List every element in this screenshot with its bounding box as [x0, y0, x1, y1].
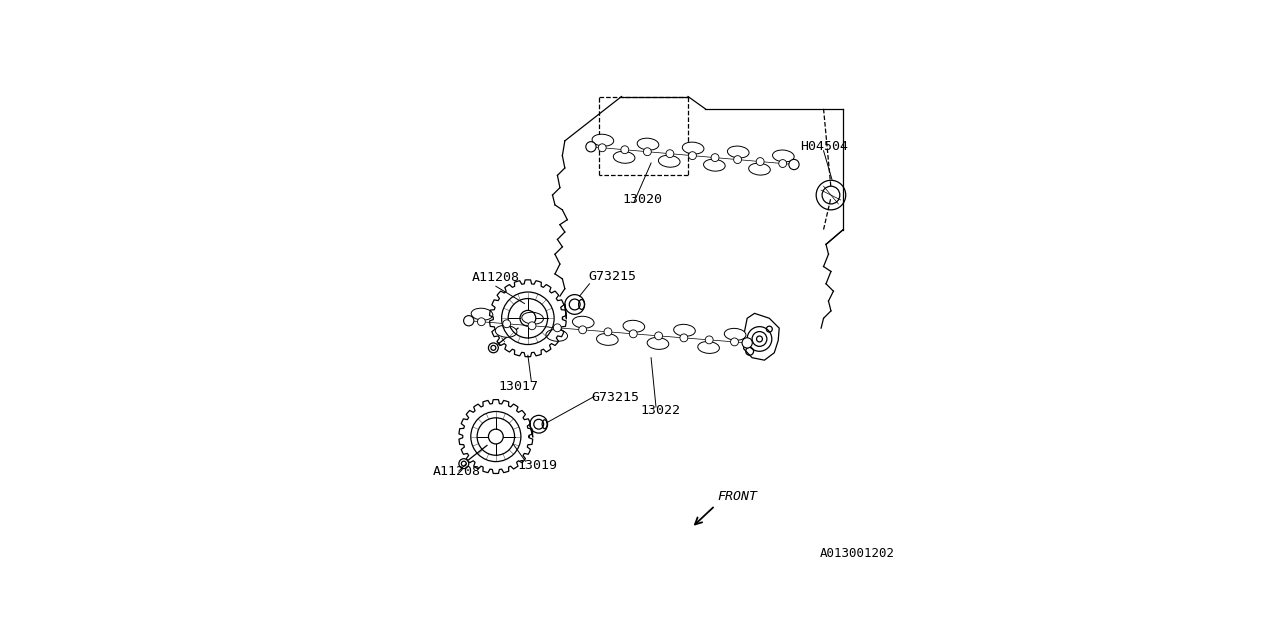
Ellipse shape [495, 325, 517, 337]
Circle shape [742, 338, 753, 348]
Ellipse shape [545, 330, 567, 341]
Circle shape [654, 332, 663, 340]
Circle shape [630, 330, 637, 338]
Text: H04504: H04504 [800, 140, 849, 153]
Circle shape [621, 146, 628, 154]
Ellipse shape [724, 328, 746, 340]
Circle shape [756, 157, 764, 166]
Circle shape [586, 141, 596, 152]
Text: A11208: A11208 [472, 271, 520, 284]
Text: A013001202: A013001202 [820, 547, 895, 560]
Text: 13022: 13022 [640, 404, 680, 417]
Circle shape [604, 328, 612, 336]
Circle shape [579, 326, 586, 333]
Circle shape [477, 318, 485, 326]
Ellipse shape [596, 333, 618, 346]
Circle shape [689, 152, 696, 159]
Circle shape [463, 316, 474, 326]
Text: 13020: 13020 [622, 193, 663, 205]
Ellipse shape [704, 159, 726, 171]
Circle shape [712, 154, 719, 161]
Text: A11208: A11208 [433, 465, 481, 477]
Ellipse shape [673, 324, 695, 336]
Ellipse shape [593, 134, 613, 146]
Ellipse shape [522, 312, 544, 324]
Circle shape [680, 334, 687, 342]
Circle shape [705, 336, 713, 344]
Circle shape [598, 144, 607, 152]
Text: G73215: G73215 [588, 270, 636, 283]
Ellipse shape [471, 308, 493, 320]
Ellipse shape [773, 150, 794, 162]
Ellipse shape [749, 163, 771, 175]
Ellipse shape [613, 151, 635, 163]
Ellipse shape [572, 316, 594, 328]
Circle shape [733, 156, 741, 164]
Circle shape [503, 320, 511, 328]
Ellipse shape [648, 337, 668, 349]
Circle shape [731, 338, 739, 346]
Ellipse shape [637, 138, 659, 150]
Circle shape [778, 159, 787, 168]
Text: 13019: 13019 [517, 459, 557, 472]
Ellipse shape [698, 342, 719, 353]
Circle shape [529, 322, 536, 330]
Text: 13017: 13017 [498, 380, 538, 393]
Circle shape [788, 159, 799, 170]
Ellipse shape [727, 146, 749, 158]
Circle shape [553, 324, 561, 332]
Text: G73215: G73215 [591, 390, 639, 404]
Circle shape [644, 148, 652, 156]
Ellipse shape [658, 156, 680, 167]
Circle shape [666, 150, 673, 157]
Text: FRONT: FRONT [718, 490, 758, 503]
Ellipse shape [682, 142, 704, 154]
Ellipse shape [623, 320, 645, 332]
